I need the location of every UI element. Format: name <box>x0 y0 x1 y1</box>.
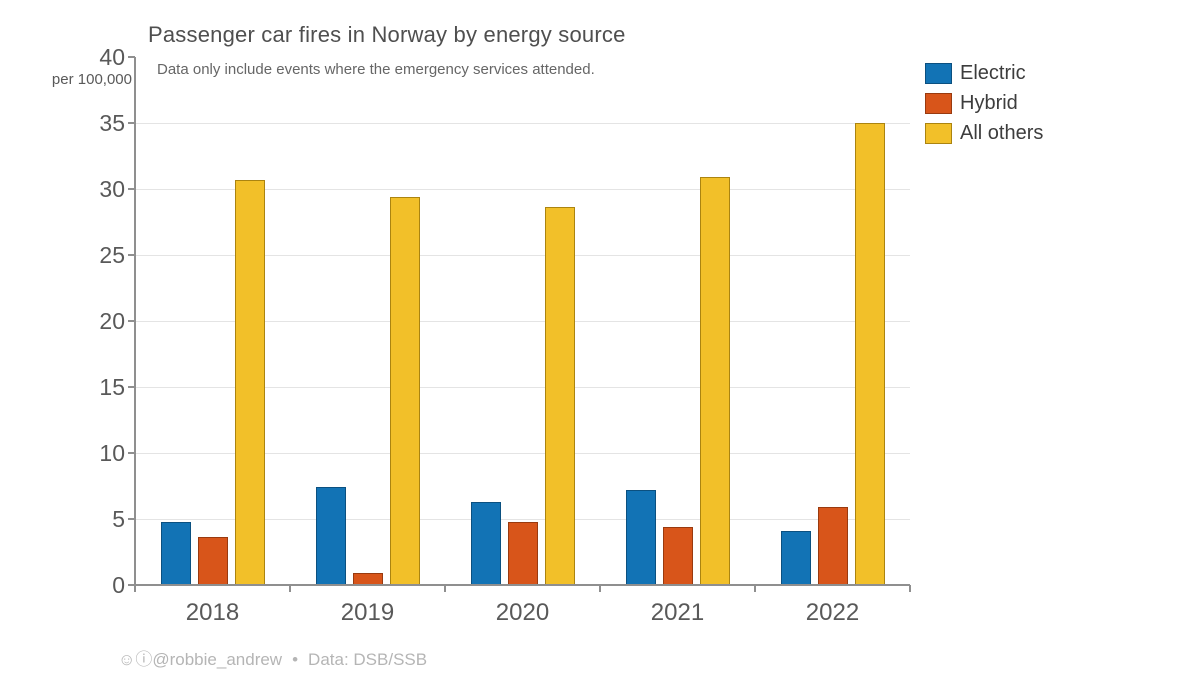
y-tick-mark-20 <box>128 320 135 322</box>
footer-bullet: • <box>292 650 299 669</box>
y-tick-mark-25 <box>128 254 135 256</box>
chart-subtitle: Data only include events where the emerg… <box>157 61 595 78</box>
bar-hybrid-2021 <box>662 526 693 585</box>
y-axis-unit-label: per 100,000 <box>51 71 132 88</box>
gridline-5 <box>135 519 910 520</box>
legend-item-hybrid: Hybrid <box>925 88 1043 118</box>
y-tick-mark-0 <box>128 584 135 586</box>
bar-electric-2022 <box>780 530 811 585</box>
bar-all-others-2021 <box>699 177 730 585</box>
y-tick-label-15: 15 <box>99 374 125 400</box>
x-tick-label-2020: 2020 <box>495 599 550 626</box>
bar-all-others-2018 <box>234 179 265 585</box>
gridline-25 <box>135 255 910 256</box>
bar-electric-2020 <box>470 501 501 585</box>
y-tick-label-35: 35 <box>99 110 125 136</box>
chart-title: Passenger car fires in Norway by energy … <box>148 22 626 47</box>
legend-label-all-others: All others <box>960 121 1044 144</box>
x-axis-line <box>134 584 910 586</box>
y-tick-mark-10 <box>128 452 135 454</box>
gridline-35 <box>135 123 910 124</box>
legend-swatch-hybrid <box>925 92 952 114</box>
x-tick-mark-4 <box>754 585 756 592</box>
x-tick-mark-5 <box>909 585 911 592</box>
y-tick-mark-35 <box>128 122 135 124</box>
x-tick-mark-1 <box>289 585 291 592</box>
gridline-15 <box>135 387 910 388</box>
y-tick-label-0: 0 <box>112 572 125 598</box>
legend-label-electric: Electric <box>960 61 1026 84</box>
y-tick-label-30: 30 <box>99 176 125 202</box>
x-tick-label-2018: 2018 <box>185 599 240 626</box>
bar-all-others-2019 <box>389 196 420 585</box>
bar-all-others-2022 <box>854 123 885 585</box>
y-tick-label-40: 40 <box>99 44 125 70</box>
x-tick-mark-0 <box>134 585 136 592</box>
x-tick-mark-2 <box>444 585 446 592</box>
bar-hybrid-2020 <box>507 521 538 585</box>
y-tick-mark-40 <box>128 56 135 58</box>
bar-electric-2019 <box>315 487 346 585</box>
footer-credit-line: ☺ⓘ@robbie_andrew • Data: DSB/SSB <box>118 645 437 670</box>
gridline-30 <box>135 189 910 190</box>
legend-label-hybrid: Hybrid <box>960 91 1018 114</box>
x-tick-label-2019: 2019 <box>340 599 395 626</box>
x-tick-label-2022: 2022 <box>805 599 860 626</box>
y-tick-label-10: 10 <box>99 440 125 466</box>
bar-hybrid-2018 <box>197 537 228 585</box>
license-author-credit: ☺ⓘ@robbie_andrew <box>118 650 283 669</box>
legend-item-all-others: All others <box>925 118 1043 148</box>
y-tick-mark-5 <box>128 518 135 520</box>
x-tick-mark-3 <box>599 585 601 592</box>
y-axis-line <box>134 57 136 585</box>
y-tick-mark-15 <box>128 386 135 388</box>
legend-item-electric: Electric <box>925 58 1043 88</box>
legend-swatch-electric <box>925 62 952 84</box>
bar-electric-2018 <box>160 521 191 585</box>
bar-all-others-2020 <box>544 207 575 585</box>
y-tick-label-25: 25 <box>99 242 125 268</box>
gridline-20 <box>135 321 910 322</box>
bar-hybrid-2022 <box>817 507 848 585</box>
x-tick-label-2021: 2021 <box>650 599 705 626</box>
bar-electric-2021 <box>625 489 656 585</box>
legend-swatch-all-others <box>925 122 952 144</box>
y-tick-mark-30 <box>128 188 135 190</box>
data-source-label: Data: DSB/SSB <box>308 650 428 669</box>
legend: Electric Hybrid All others <box>925 58 1043 148</box>
y-tick-label-20: 20 <box>99 308 125 334</box>
gridline-10 <box>135 453 910 454</box>
y-tick-label-5: 5 <box>112 506 125 532</box>
